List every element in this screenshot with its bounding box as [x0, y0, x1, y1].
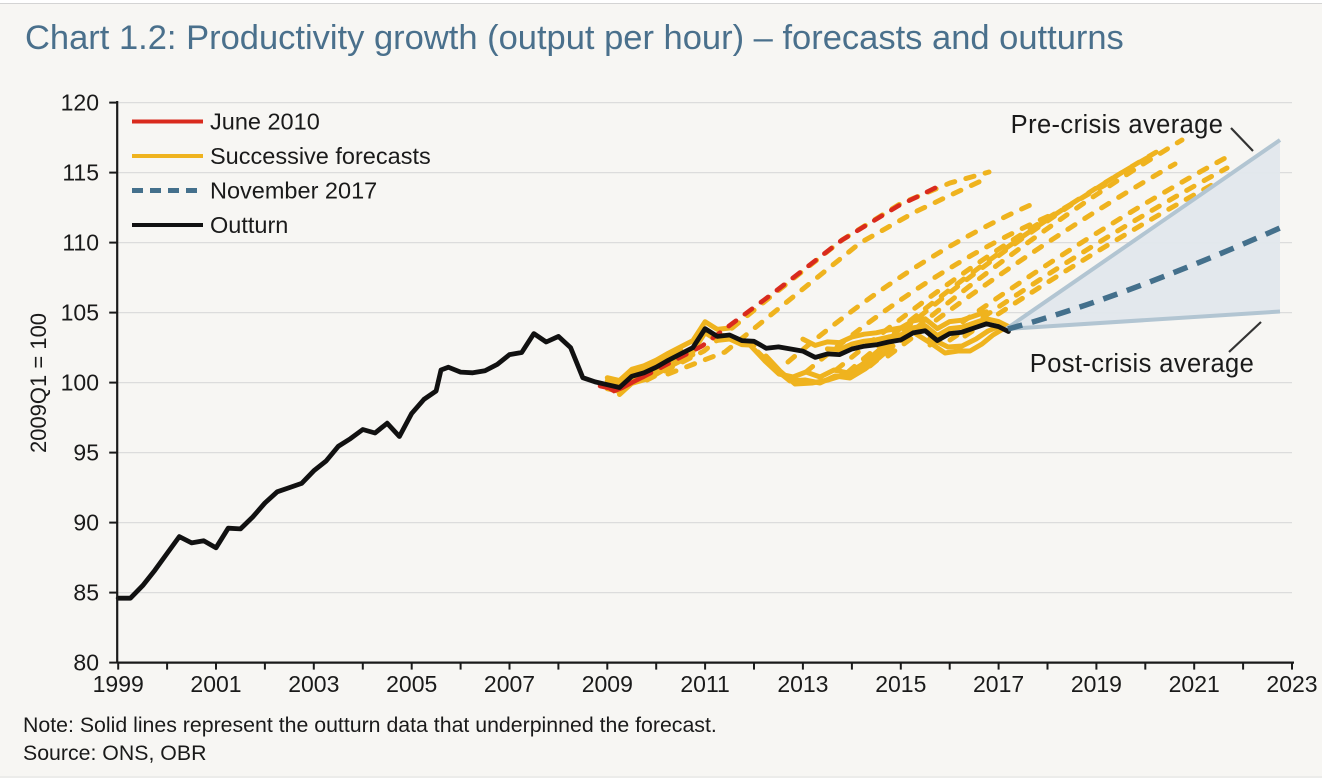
svg-text:1999: 1999	[93, 671, 144, 697]
svg-text:2009: 2009	[582, 671, 633, 697]
svg-text:2005: 2005	[386, 671, 437, 697]
svg-text:2009Q1 = 100: 2009Q1 = 100	[26, 313, 51, 453]
svg-text:90: 90	[73, 510, 99, 536]
svg-text:115: 115	[62, 160, 99, 186]
svg-text:100: 100	[61, 370, 99, 396]
svg-text:Post-crisis average: Post-crisis average	[1030, 350, 1254, 378]
svg-text:2017: 2017	[973, 671, 1024, 697]
svg-text:Chart 1.2: Productivity growth: Chart 1.2: Productivity growth (output p…	[25, 19, 1124, 57]
svg-text:2023: 2023	[1266, 671, 1317, 697]
svg-text:2003: 2003	[288, 671, 339, 697]
svg-text:2011: 2011	[680, 671, 729, 697]
svg-text:2021: 2021	[1169, 671, 1220, 697]
svg-text:Note: Solid lines represent th: Note: Solid lines represent the outturn …	[23, 713, 717, 737]
svg-text:November 2017: November 2017	[210, 178, 377, 204]
svg-text:120: 120	[61, 90, 99, 116]
svg-text:2001: 2001	[190, 671, 241, 697]
svg-text:105: 105	[61, 300, 99, 326]
svg-text:Source: ONS, OBR: Source: ONS, OBR	[23, 741, 206, 765]
svg-text:2019: 2019	[1071, 671, 1122, 697]
svg-text:2007: 2007	[484, 671, 535, 697]
svg-text:Outturn: Outturn	[210, 212, 288, 238]
svg-text:80: 80	[73, 650, 99, 676]
svg-text:95: 95	[73, 440, 99, 466]
svg-text:June 2010: June 2010	[210, 109, 320, 135]
svg-text:Pre-crisis average: Pre-crisis average	[1011, 111, 1224, 139]
svg-text:2015: 2015	[875, 671, 926, 697]
svg-text:110: 110	[62, 230, 99, 256]
svg-text:85: 85	[73, 580, 99, 606]
svg-text:Successive forecasts: Successive forecasts	[210, 143, 431, 169]
svg-text:2013: 2013	[777, 671, 828, 697]
